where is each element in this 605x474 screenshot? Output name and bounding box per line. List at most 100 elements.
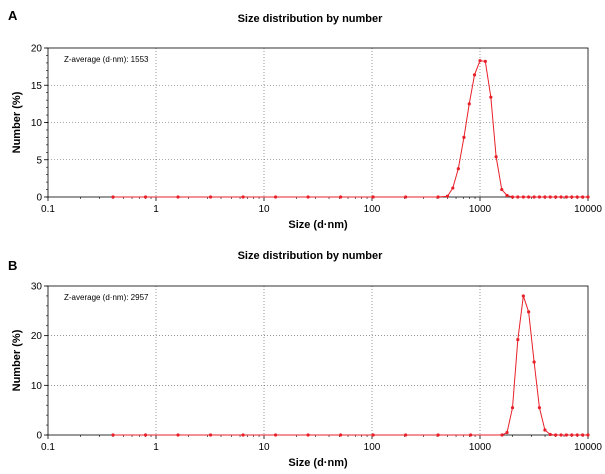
data-point [176,195,180,199]
chart-title: Size distribution by number [238,13,384,25]
y-tick-label: 5 [36,155,42,166]
data-point [543,428,547,432]
data-point [516,195,520,199]
data-point [111,195,115,199]
x-tick-label: 0.1 [41,442,55,453]
y-tick-label: 15 [31,81,43,92]
data-point [467,102,471,106]
data-point [564,433,569,437]
data-point [510,195,515,199]
x-tick-label: 100 [364,204,381,215]
data-point [445,194,450,198]
y-tick-label: 30 [31,282,43,293]
data-point [521,294,525,298]
data-point [527,195,531,199]
x-tick-label: 1000 [469,442,492,453]
x-tick-label: 0.1 [41,204,55,215]
data-point [456,167,460,171]
data-point [306,433,310,437]
z-average-annotation: Z-average (d·nm): 2957 [64,293,149,302]
x-tick-label: 10000 [574,442,602,453]
data-point [527,310,531,314]
data-point [462,135,466,139]
data-point [554,195,558,199]
data-point [548,195,552,199]
data-point [505,193,509,198]
data-point [478,59,482,63]
panel-letter: A [8,8,18,23]
data-point [564,195,569,199]
data-point [436,433,440,437]
data-point [559,433,563,437]
data-point [494,155,498,159]
data-point [371,195,375,199]
data-point [436,195,440,199]
data-point [586,195,590,199]
data-point [537,406,542,410]
x-tick-label: 10 [258,204,270,215]
data-point [570,433,574,437]
x-axis-label: Size (d·nm) [288,457,348,469]
data-point [472,73,477,77]
data-point [469,433,473,437]
data-point [208,195,213,199]
x-tick-label: 1000 [469,204,492,215]
panel-letter: B [8,258,17,273]
chart-panel-a: A Size distribution by number 0.1 1 10 100 100… [8,8,602,231]
data-point [339,433,343,437]
data-point [306,195,310,199]
data-point [580,433,585,437]
data-point [537,195,542,199]
data-point [273,433,278,437]
y-axis-label: Number (%) [11,91,23,153]
x-tick-label: 1 [153,204,159,215]
data-point [500,433,504,437]
data-point [208,433,213,437]
data-point [548,432,552,437]
data-point [500,187,504,192]
data-point [241,195,245,199]
data-point [273,195,278,199]
data-point [559,195,563,199]
x-tick-label: 1 [153,442,159,453]
data-point [516,338,520,342]
series-line [113,295,588,436]
data-point [489,95,493,99]
x-tick-label: 10 [258,442,270,453]
plot-frame [47,285,589,436]
data-point [404,195,408,199]
data-point [111,433,115,437]
y-axis-label: Number (%) [11,329,23,391]
x-tick-label: 10000 [574,204,602,215]
data-point [143,195,148,199]
data-point [483,59,487,64]
y-tick-label: 10 [31,118,43,129]
z-average-annotation: Z-average (d·nm): 1553 [64,55,149,64]
data-point [575,433,579,437]
data-point [532,195,536,199]
chart-title: Size distribution by number [238,250,384,262]
y-tick-label: 0 [36,431,42,442]
data-point [554,433,558,437]
data-point [404,433,408,437]
series-line [113,60,588,198]
data-point [241,433,245,437]
data-point [371,433,375,437]
data-point [143,433,148,437]
data-point [339,195,343,199]
data-point [586,433,590,437]
data-point [570,195,574,199]
data-point [532,360,536,364]
x-tick-label: 100 [364,442,381,453]
data-point [575,195,579,199]
data-point [505,430,509,435]
y-tick-label: 10 [31,381,43,392]
data-point [176,433,180,437]
data-point [451,186,455,190]
y-tick-label: 20 [31,331,43,342]
y-tick-label: 20 [31,44,43,55]
data-point [521,195,525,199]
data-point [510,406,515,410]
